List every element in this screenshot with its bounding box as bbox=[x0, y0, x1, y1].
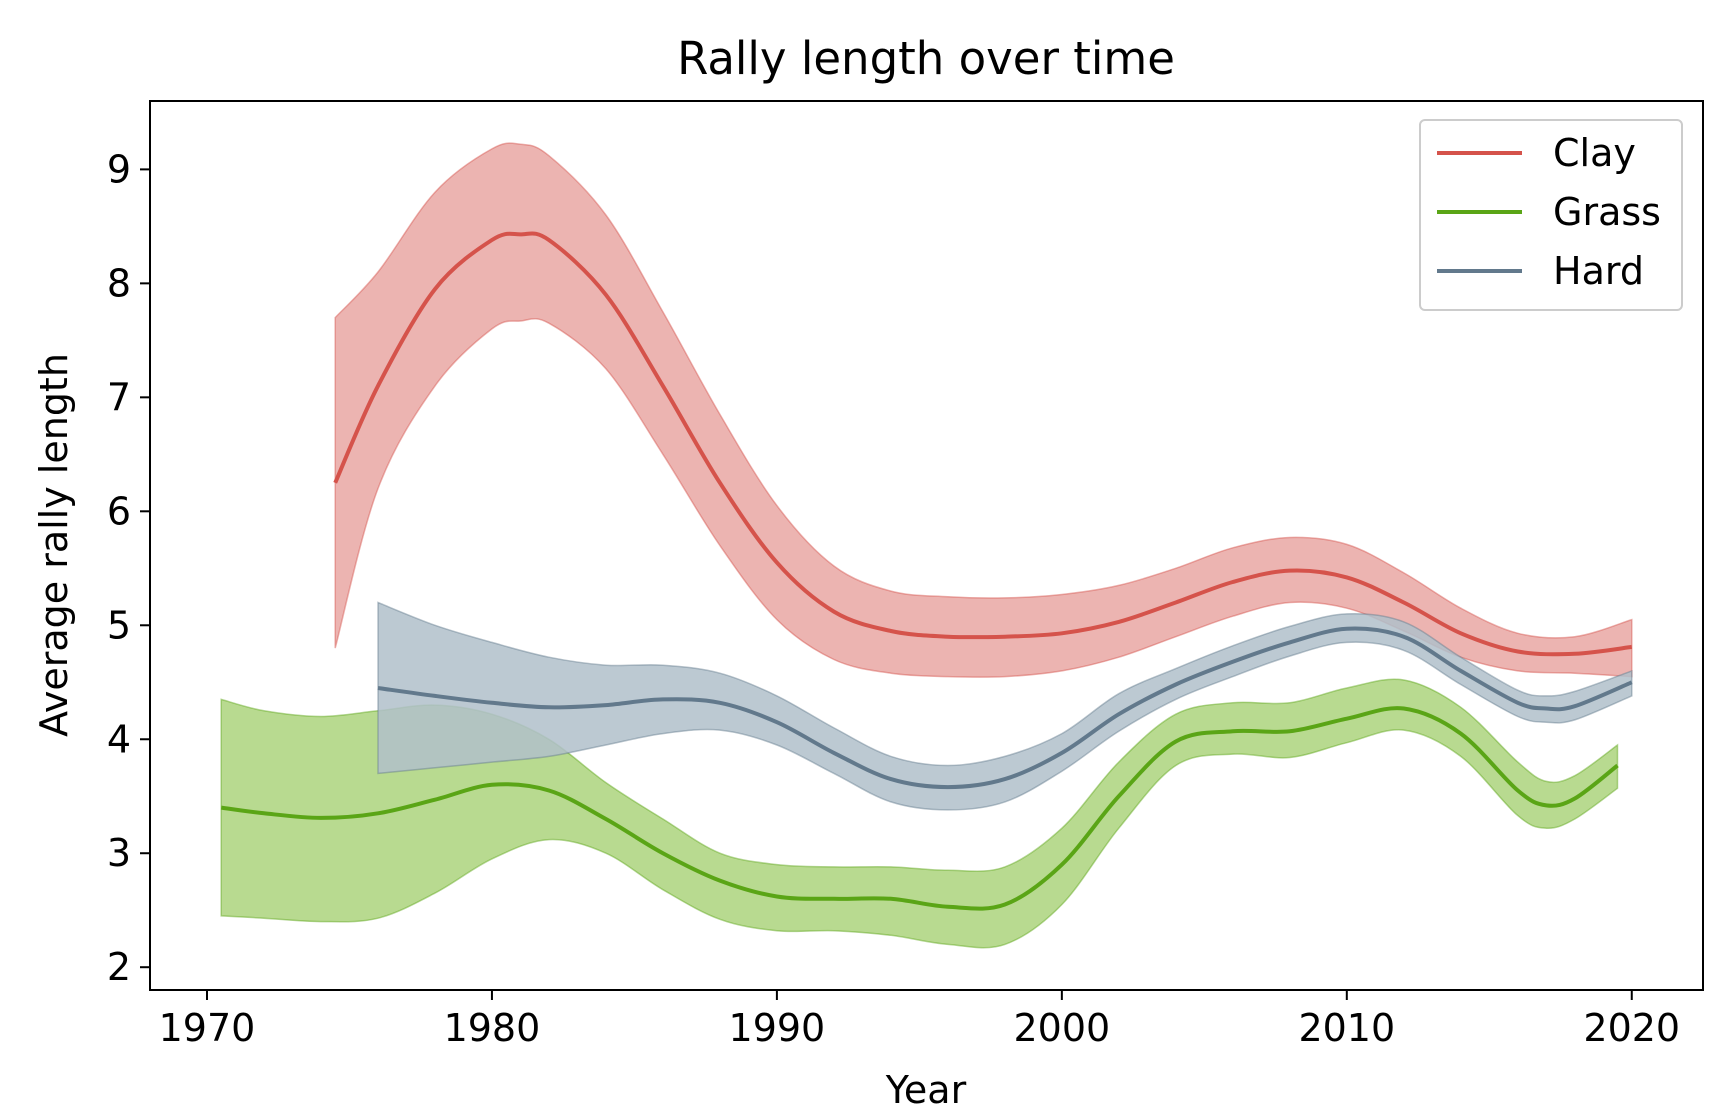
band-grass bbox=[220, 678, 1619, 949]
confidence-bands bbox=[220, 142, 1633, 949]
y-tick-label: 9 bbox=[107, 147, 131, 191]
y-axis: 2 3 4 5 6 7 8 9 bbox=[107, 147, 150, 989]
x-tick-label: 2020 bbox=[1583, 1006, 1680, 1050]
legend-label-hard: Hard bbox=[1553, 249, 1644, 293]
x-tick-label: 1970 bbox=[159, 1006, 256, 1050]
line-hard bbox=[377, 626, 1633, 790]
line-clay bbox=[333, 231, 1633, 657]
y-tick-label: 5 bbox=[107, 603, 131, 647]
y-tick-label: 7 bbox=[107, 375, 131, 419]
x-tick-label: 2010 bbox=[1298, 1006, 1395, 1050]
plot-frame bbox=[149, 100, 1704, 991]
line-grass bbox=[220, 706, 1619, 911]
y-axis-label: Average rally length bbox=[32, 353, 76, 737]
y-tick-label: 6 bbox=[107, 489, 131, 533]
x-tick-label: 2000 bbox=[1013, 1006, 1110, 1050]
y-tick-label: 2 bbox=[107, 945, 131, 989]
x-axis-label: Year bbox=[885, 1068, 967, 1112]
legend: Clay Grass Hard bbox=[1419, 119, 1683, 311]
legend-box bbox=[1419, 119, 1683, 311]
legend-label-grass: Grass bbox=[1553, 190, 1661, 234]
band-hard bbox=[377, 601, 1633, 811]
series-lines bbox=[220, 231, 1633, 911]
x-tick-label: 1980 bbox=[444, 1006, 541, 1050]
x-tick-label: 1990 bbox=[729, 1006, 826, 1050]
y-tick-label: 4 bbox=[107, 717, 131, 761]
y-tick-label: 3 bbox=[107, 831, 131, 875]
y-tick-label: 8 bbox=[107, 261, 131, 305]
x-axis: 1970 1980 1990 2000 2010 2020 bbox=[159, 990, 1680, 1050]
legend-label-clay: Clay bbox=[1553, 131, 1636, 175]
chart-title: Rally length over time bbox=[677, 32, 1175, 85]
